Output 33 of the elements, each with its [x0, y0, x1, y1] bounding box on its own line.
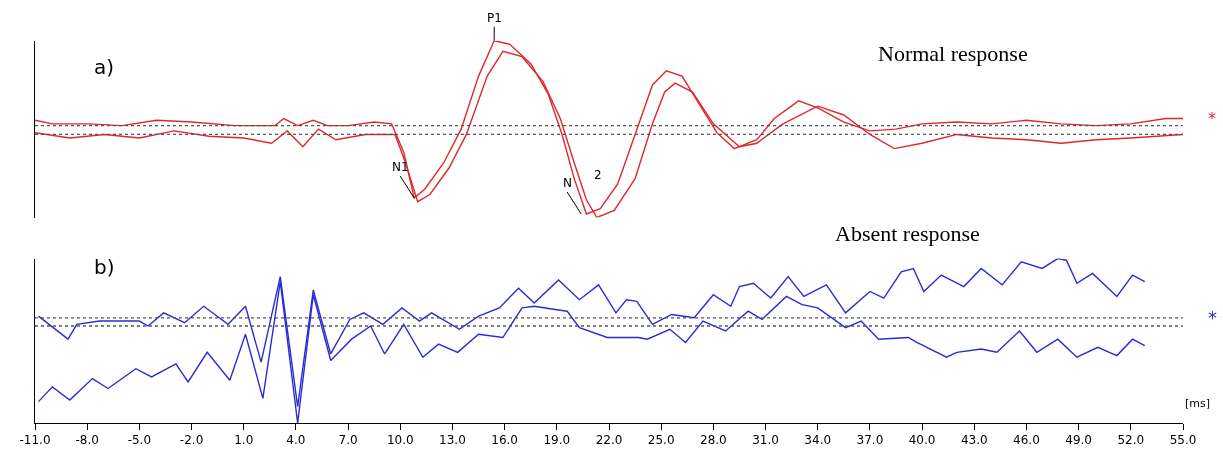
x-tick-label: -5.0 [127, 433, 152, 448]
annotation: Normal response [878, 41, 1028, 66]
annotation: 2 [594, 168, 602, 182]
x-tick-label: -8.0 [75, 433, 99, 448]
x-tick-label: 34.0 [804, 433, 832, 448]
annotation: a) [94, 55, 115, 79]
x-tick-label: -11.0 [19, 433, 51, 448]
x-tick-label: -2.0 [179, 433, 204, 448]
x-tick-label: 40.0 [908, 433, 936, 448]
x-tick-label: 37.0 [856, 433, 884, 448]
x-tick-label: 19.0 [543, 433, 571, 448]
x-tick-label: 16.0 [491, 433, 518, 448]
x-tick-label: 31.0 [752, 433, 779, 448]
x-tick-label: 4.0 [286, 433, 306, 448]
x-tick-label: 7.0 [338, 433, 358, 448]
x-tick-label: 46.0 [1013, 433, 1040, 448]
x-tick-label: 22.0 [595, 433, 623, 448]
x-tick-label: 55.0 [1169, 433, 1197, 448]
x-tick-label: 10.0 [386, 433, 414, 448]
x-tick-label: 49.0 [1065, 433, 1092, 448]
text: [ms] [1185, 397, 1211, 410]
x-tick-label: 25.0 [647, 433, 675, 448]
x-tick-label: 13.0 [439, 433, 466, 448]
text: * [1208, 307, 1217, 328]
annotation: b) [94, 255, 115, 279]
annotation: P1 [487, 11, 502, 25]
x-tick-label: 28.0 [700, 433, 727, 448]
x-tick-label: 52.0 [1117, 433, 1145, 448]
annotation: N [563, 176, 572, 190]
x-tick-label: 43.0 [960, 433, 988, 448]
text: Absent response [835, 221, 980, 246]
x-tick-label: 1.0 [234, 433, 254, 448]
text: * [1208, 109, 1216, 128]
